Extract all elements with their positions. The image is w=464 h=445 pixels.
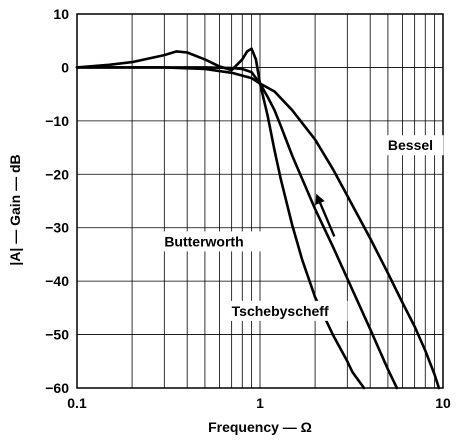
y-tick-label: −40	[45, 273, 69, 289]
annotation-label-butterworth: Butterworth	[164, 233, 243, 249]
x-tick-label: 1	[256, 395, 264, 411]
x-tick-label: 10	[435, 395, 451, 411]
annotations: Bessel Butterworth Tschebyscheff	[160, 135, 444, 321]
tick-labels: 10 0 −10 −20 −30 −40 −50 −600.1 1 10	[45, 6, 451, 411]
y-tick-label: 10	[53, 6, 69, 22]
y-tick-label: −20	[45, 166, 69, 182]
annotation-bg-butterworth	[160, 231, 263, 252]
series-line-butterworth	[75, 66, 399, 390]
annotation-bg-tschebyscheff	[227, 300, 348, 321]
series-line-bessel	[75, 66, 441, 390]
series-group	[75, 47, 441, 390]
y-tick-label: −60	[45, 380, 69, 396]
y-tick-label: −50	[45, 327, 69, 343]
plot-frame	[76, 13, 444, 389]
y-tick-label: −10	[45, 113, 69, 129]
y-tick-label: 0	[61, 59, 69, 75]
x-axis-label: Frequency — Ω	[208, 419, 312, 435]
annotation-bg-bessel	[383, 135, 444, 156]
annotation-label-tschebyscheff: Tschebyscheff	[232, 303, 329, 319]
annotation-label-bessel: Bessel	[388, 137, 433, 153]
x-tick-label: 0.1	[67, 395, 87, 411]
plot-border	[76, 13, 444, 389]
annotation-arrow-butterworth	[315, 193, 336, 237]
y-axis-label: |A| — Gain — dB	[7, 154, 23, 265]
grid	[77, 14, 443, 388]
y-tick-label: −30	[45, 220, 69, 236]
